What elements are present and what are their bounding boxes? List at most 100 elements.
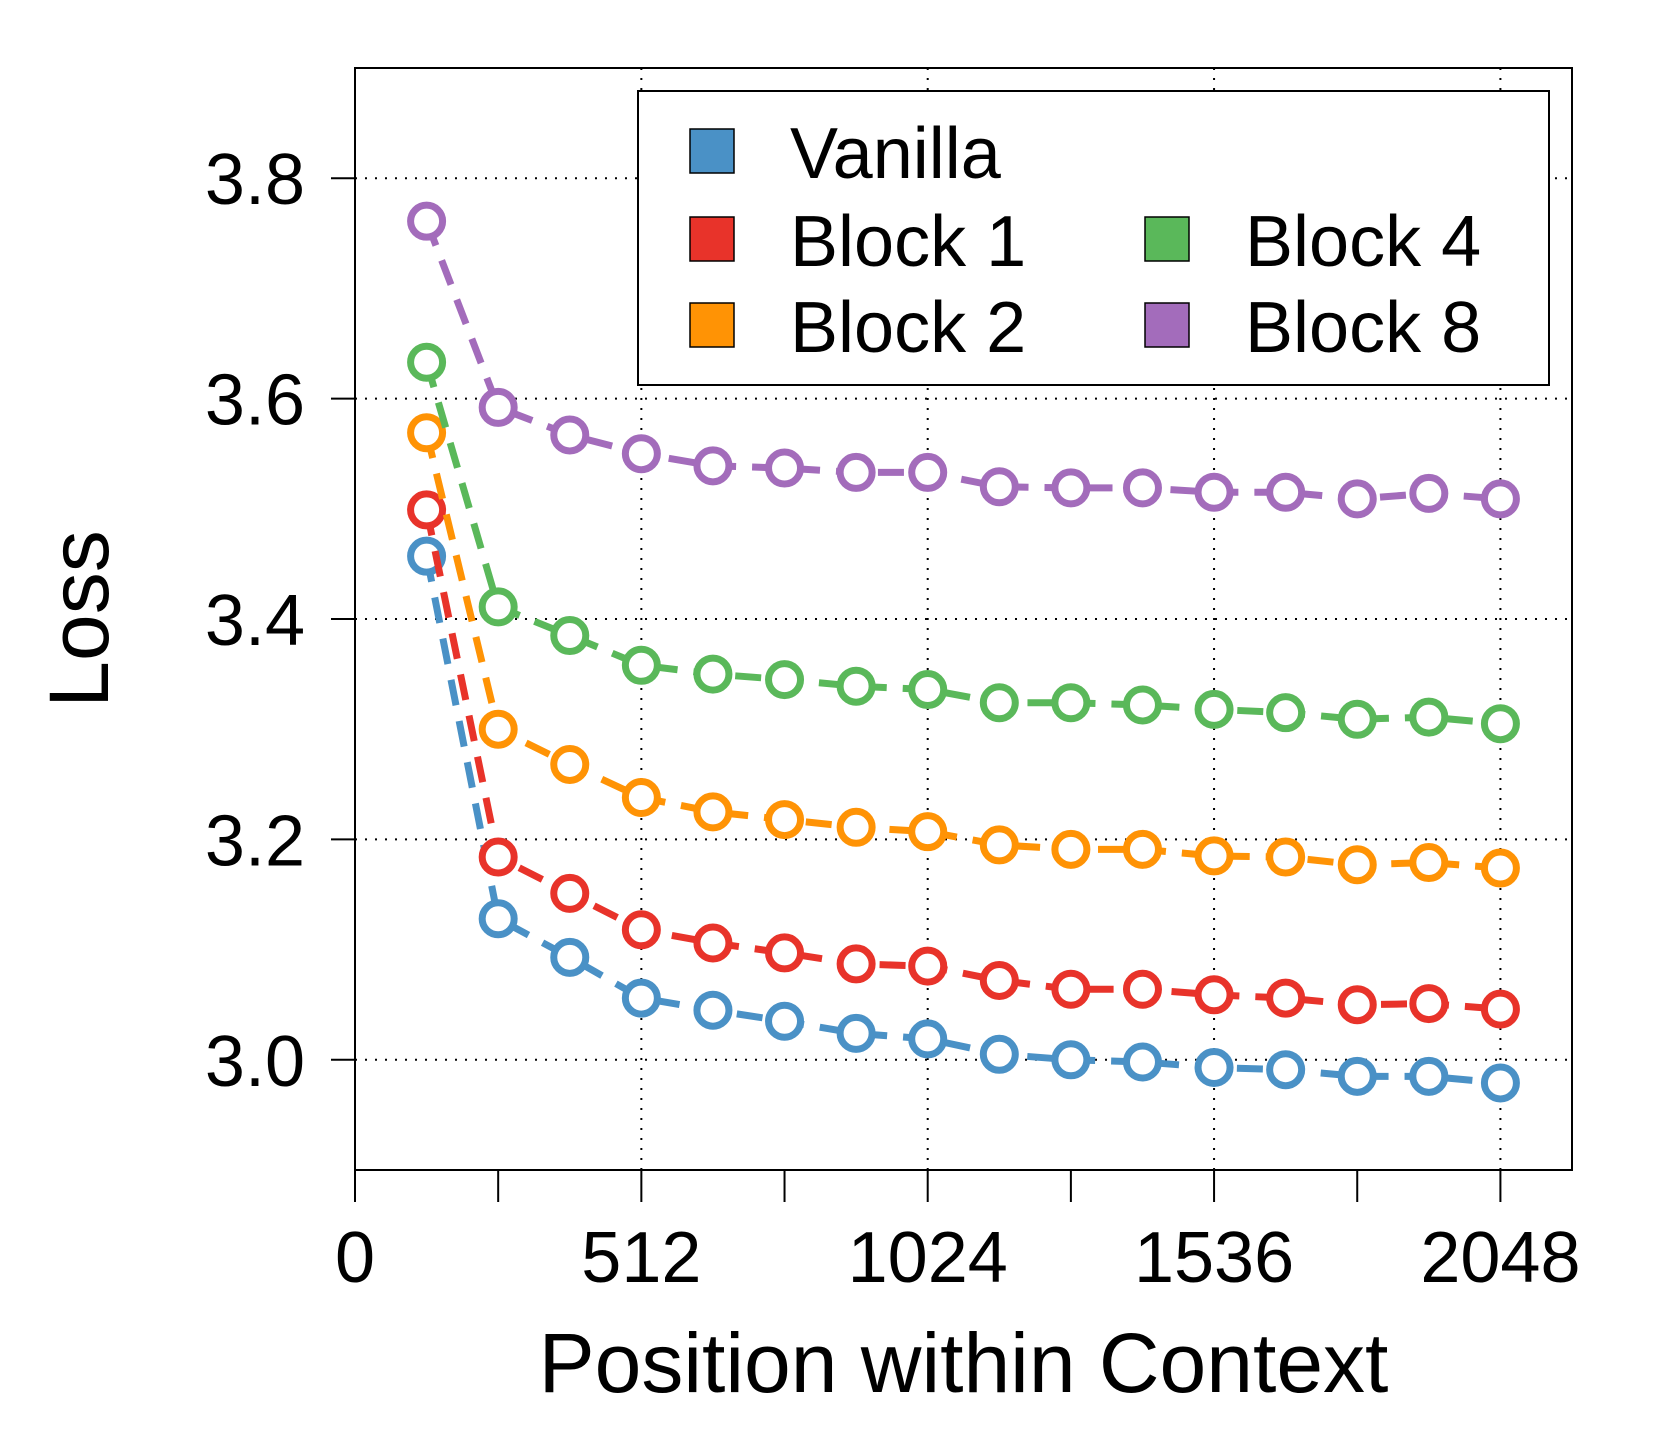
data-point <box>621 910 661 950</box>
data-point <box>1480 1063 1520 1103</box>
data-point <box>550 744 590 784</box>
data-point <box>1122 1042 1162 1082</box>
data-point <box>1051 468 1091 508</box>
data-point <box>908 670 948 710</box>
x-tick-label: 512 <box>581 1218 701 1298</box>
y-axis-title: Loss <box>32 530 126 707</box>
y-tick-label: 3.0 <box>205 1022 305 1102</box>
data-point <box>908 1019 948 1059</box>
data-point <box>1051 1040 1091 1080</box>
data-point <box>979 960 1019 1000</box>
legend-label: Block 8 <box>1245 288 1481 368</box>
legend-box <box>637 90 1550 386</box>
series-line <box>423 361 1501 728</box>
x-tick-label: 1536 <box>1134 1218 1294 1298</box>
data-point <box>836 666 876 706</box>
data-point <box>836 807 876 847</box>
data-point <box>1409 984 1449 1024</box>
data-point <box>550 616 590 656</box>
data-point <box>1051 829 1091 869</box>
data-point <box>407 342 447 382</box>
data-point <box>979 467 1019 507</box>
x-axis-title: Position within Context <box>539 1316 1389 1410</box>
data-point <box>621 645 661 685</box>
data-point <box>478 709 518 749</box>
data-point <box>1480 704 1520 744</box>
data-point <box>1337 985 1377 1025</box>
data-point <box>1480 848 1520 888</box>
data-point <box>1409 697 1449 737</box>
legend-label: Block 1 <box>790 202 1026 282</box>
data-point <box>979 1034 1019 1074</box>
y-tick-label: 3.6 <box>205 361 305 441</box>
legend-swatch <box>689 216 735 262</box>
data-point <box>765 660 805 700</box>
data-point <box>1194 836 1234 876</box>
data-point <box>1194 1048 1234 1088</box>
x-tick-label: 2048 <box>1420 1218 1580 1298</box>
data-point <box>765 933 805 973</box>
data-point <box>1409 1056 1449 1096</box>
data-point <box>550 415 590 455</box>
data-point <box>1266 1050 1306 1090</box>
data-point <box>1122 685 1162 725</box>
data-point <box>693 923 733 963</box>
data-point <box>1122 969 1162 1009</box>
series-line <box>423 555 1501 1087</box>
series-block-2 <box>407 413 1520 888</box>
data-point <box>407 490 447 530</box>
legend-swatch <box>1144 302 1190 348</box>
data-point <box>478 837 518 877</box>
data-point <box>407 201 447 241</box>
series-line <box>423 431 1501 872</box>
data-point <box>908 452 948 492</box>
data-point <box>1051 683 1091 723</box>
x-tick-label: 1024 <box>848 1218 1008 1298</box>
series-block-8 <box>407 201 1520 519</box>
x-tick-label: 0 <box>335 1218 375 1298</box>
data-point <box>908 946 948 986</box>
data-point <box>550 873 590 913</box>
data-point <box>979 683 1019 723</box>
data-point <box>1122 468 1162 508</box>
data-point <box>836 1013 876 1053</box>
data-point <box>550 937 590 977</box>
legend-label: Block 4 <box>1245 202 1481 282</box>
y-tick-label: 3.2 <box>205 801 305 881</box>
data-point <box>478 387 518 427</box>
data-point <box>478 899 518 939</box>
data-point <box>693 446 733 486</box>
grid-lines <box>355 68 1572 1170</box>
data-point <box>1409 843 1449 883</box>
data-point <box>1337 699 1377 739</box>
data-point <box>1480 479 1520 519</box>
tick-labels: 0 512 1024 1536 2048 3.0 3.2 3.4 3.6 3.8 <box>205 140 1581 1298</box>
data-point <box>1051 969 1091 1009</box>
data-point <box>478 587 518 627</box>
series-block-4 <box>407 342 1520 744</box>
data-point <box>765 800 805 840</box>
data-point <box>1266 693 1306 733</box>
legend-item: Block 4 <box>1144 202 1481 282</box>
series-block-1 <box>407 490 1520 1029</box>
series-line <box>423 509 1501 1013</box>
data-point <box>765 448 805 488</box>
data-point <box>621 778 661 818</box>
series-line <box>423 219 1501 503</box>
data-point <box>621 978 661 1018</box>
legend-item: Vanilla <box>689 114 1002 194</box>
data-point <box>1194 472 1234 512</box>
legend-item: Block 2 <box>689 288 1026 368</box>
data-point <box>1266 472 1306 512</box>
data-point <box>1337 479 1377 519</box>
data-point <box>765 1001 805 1041</box>
y-tick-label: 3.8 <box>205 140 305 220</box>
data-point <box>1266 837 1306 877</box>
legend-swatch <box>689 128 735 174</box>
y-tick-label: 3.4 <box>205 581 305 661</box>
data-point <box>1266 978 1306 1018</box>
data-point <box>621 434 661 474</box>
data-point <box>1480 989 1520 1029</box>
axis-ticks <box>331 177 1502 1202</box>
